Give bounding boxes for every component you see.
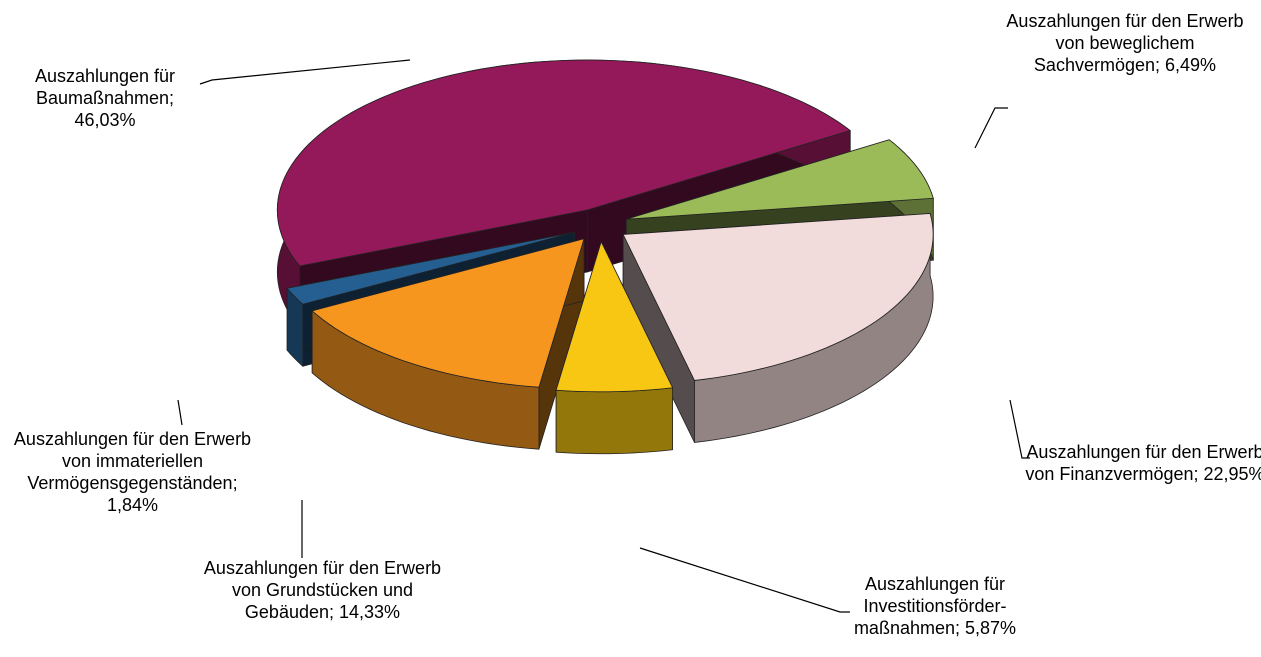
data-label: Auszahlungen für den Erwerb von Grundstü… [200, 557, 445, 623]
label-value: 14,33% [339, 602, 401, 622]
label-separator: ; [1155, 55, 1166, 75]
label-category: Auszahlungen für Baumaßnahmen [34, 66, 176, 108]
label-separator: ; [169, 88, 180, 108]
leader-lines [177, 59, 1030, 613]
slice [555, 241, 673, 455]
slice-top [286, 231, 576, 305]
slice [622, 213, 934, 443]
slice-top [555, 241, 673, 393]
label-value: 5,87% [965, 618, 1017, 638]
label-category: Auszahlungen für den Erwerb von immateri… [13, 429, 252, 493]
label-category: Auszahlungen für den Erwerb von Finanzve… [1025, 442, 1261, 484]
leader-line [639, 547, 850, 613]
data-label: Auszahlungen für Baumaßnahmen; 46,03% [5, 65, 205, 131]
data-label: Auszahlungen für den Erwerb von immateri… [10, 428, 255, 516]
label-value: 6,49% [1165, 55, 1217, 75]
label-separator: ; [1193, 464, 1204, 484]
leader-line [177, 399, 183, 426]
leader-line [199, 59, 411, 85]
label-separator: ; [955, 618, 966, 638]
leader-line [974, 107, 1008, 149]
data-label: Auszahlungen für den Erwerb von beweglic… [1000, 10, 1250, 76]
data-label: Auszahlungen für Investitionsförder-maßn… [820, 573, 1050, 639]
data-label: Auszahlungen für den Erwerb von Finanzve… [1025, 441, 1261, 485]
slice [311, 238, 585, 450]
label-separator: ; [329, 602, 340, 622]
label-category: Auszahlungen für Investitionsförder-maßn… [853, 574, 1007, 638]
slice-top [311, 238, 585, 388]
slice-top [625, 139, 934, 220]
slice-top [276, 59, 851, 267]
slice-top [622, 213, 934, 381]
slice-side [555, 387, 673, 455]
label-value: 1,84% [106, 495, 159, 515]
label-category: Auszahlungen für den Erwerb von Grundstü… [203, 558, 442, 622]
leader-line [1009, 399, 1030, 459]
label-value: 46,03% [74, 110, 136, 130]
label-category: Auszahlungen für den Erwerb von beweglic… [1006, 11, 1244, 75]
label-value: 22,95% [1203, 464, 1261, 484]
label-separator: ; [232, 473, 243, 493]
